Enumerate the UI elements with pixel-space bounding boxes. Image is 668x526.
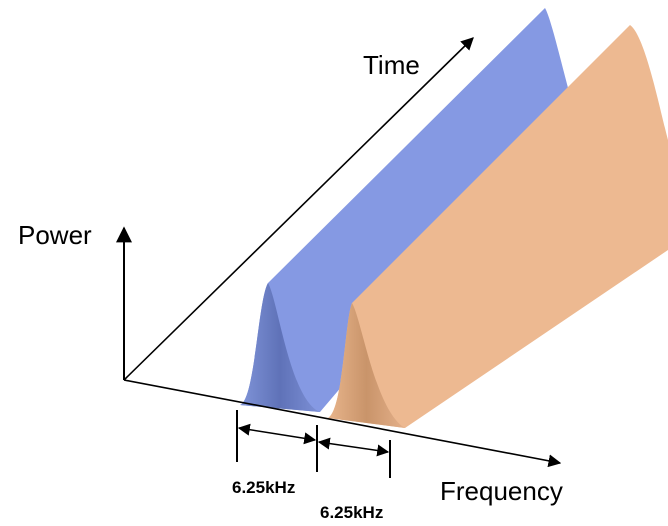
spacing-label: 6.25kHz — [232, 478, 295, 497]
dimension-arrow — [239, 428, 315, 440]
spacing-label: 6.25kHz — [320, 503, 383, 522]
time-label: Time — [363, 50, 420, 80]
dimension-arrow — [319, 442, 388, 452]
frequency-label: Frequency — [440, 476, 563, 506]
power-label: Power — [18, 220, 92, 250]
diagram: Time Power Frequency 6.25kHz 6.25kHz — [0, 0, 668, 526]
